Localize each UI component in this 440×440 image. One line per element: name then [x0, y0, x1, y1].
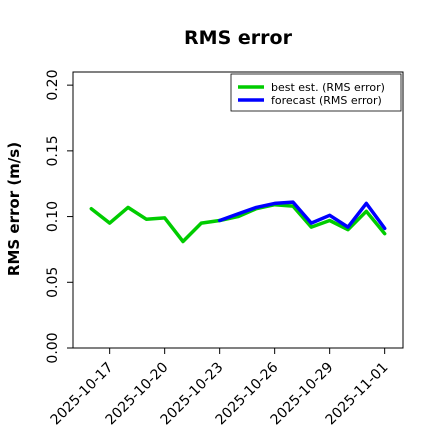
data-point — [273, 202, 276, 205]
legend-label-best-est: best est. (RMS error) — [271, 81, 385, 94]
data-point — [200, 222, 203, 225]
legend-label-forecast: forecast (RMS error) — [271, 94, 382, 107]
data-point — [163, 216, 166, 219]
data-point — [365, 202, 368, 205]
data-point — [328, 219, 331, 222]
data-point — [108, 222, 111, 225]
plot-area-frame — [72, 71, 404, 349]
data-point — [237, 212, 240, 215]
data-point — [310, 226, 313, 229]
y-tick-label: 0.20 — [45, 70, 61, 101]
series-line-1 — [217, 200, 387, 231]
data-point — [90, 207, 93, 210]
data-point — [127, 206, 130, 209]
data-point — [347, 226, 350, 229]
data-point — [328, 214, 331, 217]
y-axis-label: RMS error (m/s) — [5, 142, 23, 276]
x-axis: 2025-10-172025-10-202025-10-232025-10-26… — [48, 348, 392, 428]
data-point — [383, 227, 386, 230]
series-layer — [89, 200, 387, 244]
data-point — [182, 240, 185, 243]
data-point — [310, 222, 313, 225]
data-point — [292, 201, 295, 204]
y-tick-label: 0.15 — [45, 135, 61, 166]
y-tick-label: 0.00 — [45, 332, 61, 363]
y-axis: 0.00 0.05 0.10 0.15 0.20 — [45, 70, 73, 364]
data-point — [365, 210, 368, 213]
data-point — [255, 206, 258, 209]
data-point — [383, 232, 386, 235]
legend: best est. (RMS error) forecast (RMS erro… — [230, 73, 402, 112]
y-tick-label: 0.05 — [45, 267, 61, 298]
series-line-0 — [89, 202, 387, 244]
legend-box — [230, 73, 402, 112]
data-point — [145, 218, 148, 221]
chart-title: RMS error — [184, 27, 293, 49]
data-point — [218, 219, 221, 222]
y-tick-label: 0.10 — [45, 201, 61, 232]
